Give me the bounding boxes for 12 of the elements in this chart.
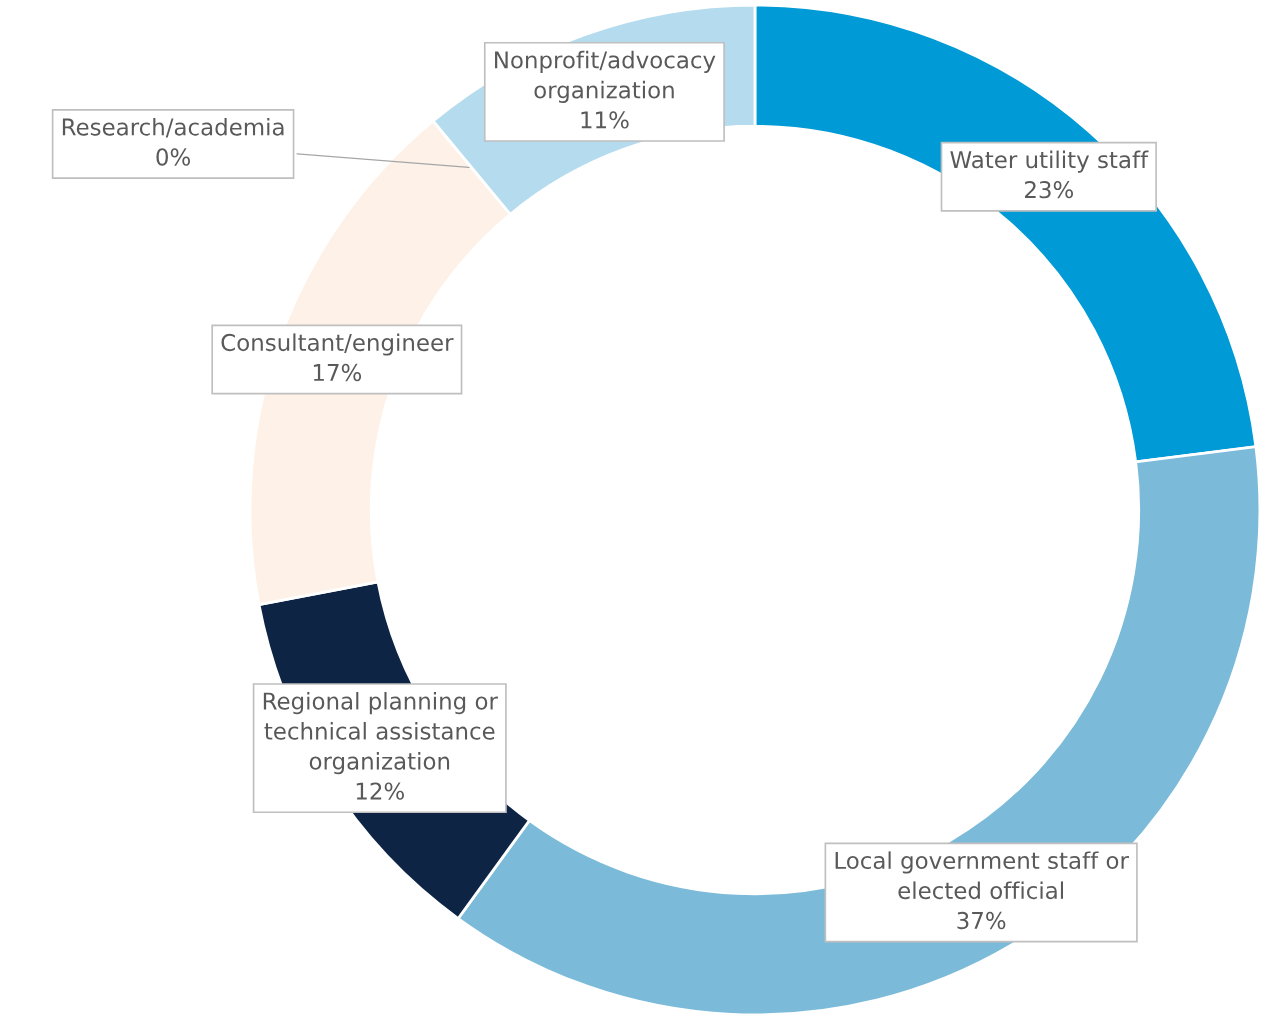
data-label: 17% [313,363,362,382]
text: 0% [156,148,191,166]
data-label: 12% [356,782,404,800]
data-label: 23% [1025,181,1074,199]
category-label: Research/academia [62,117,284,138]
slice-label: Nonprofit/advocacy organization [495,50,716,103]
slice-label: Water utility staff [950,150,1149,173]
slice-label: Regional planning or technical assistance organization [263,691,498,775]
slice-label: Consultant/engineer [221,333,454,356]
data-label: 37% [957,911,1006,930]
slice-label: Local government staff or elected official [835,851,1129,900]
data-label: 11% [581,111,629,129]
